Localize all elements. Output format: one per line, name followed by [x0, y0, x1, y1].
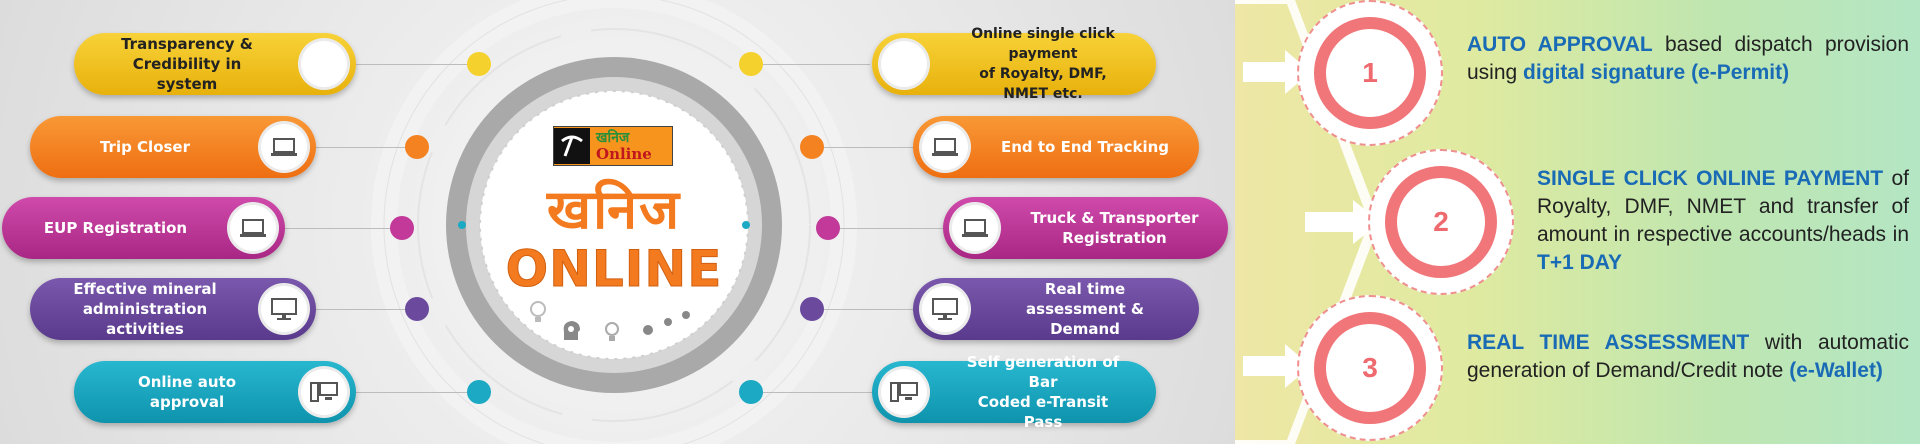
bracket-arrows — [1235, 0, 1381, 444]
key-features-panel: 1 2 3 AUTO APPROVAL based dispatch provi… — [1235, 0, 1920, 444]
lightbulb-icon — [605, 322, 619, 341]
step-text: with automatic generation of Demand/Cred… — [1467, 331, 1909, 382]
feature-label: Online auto approval — [137, 373, 237, 411]
computer-icon — [298, 366, 350, 418]
pickaxe-icon — [554, 128, 590, 164]
monitor-icon — [919, 283, 971, 335]
step-highlight: REAL TIME ASSESSMENT — [1467, 331, 1750, 354]
logo-text-hindi: खनिज — [596, 130, 630, 146]
laptop-icon — [949, 202, 1001, 254]
feature-truck-transporter-registration: Truck & Transporter Registration — [943, 197, 1228, 259]
step-3-description: REAL TIME ASSESSMENT with automatic gene… — [1467, 329, 1909, 385]
feature-label: End to End Tracking — [1001, 138, 1169, 156]
connector-dot — [739, 52, 763, 76]
connector-dot — [739, 380, 763, 404]
main-title-hindi: खनिज — [546, 178, 682, 241]
feature-label: Real time assessment & Demand — [1026, 280, 1144, 338]
infographic-panel: खनिज Online खनिज ONLINE Transparency & C… — [0, 0, 1235, 444]
feature-label: EUP Registration — [43, 219, 188, 237]
step-number-badge: 1 — [1297, 0, 1443, 146]
feature-label: Trip Closer — [99, 138, 191, 156]
step-number: 1 — [1314, 17, 1426, 129]
bulb-icon — [530, 301, 546, 322]
logo-text-online: Online — [596, 145, 652, 163]
step-highlight: AUTO APPROVAL — [1467, 33, 1653, 56]
laptop-icon — [258, 121, 310, 173]
feature-online-auto-approval: Online auto approval — [74, 361, 356, 423]
feature-label: Self generation of Bar Coded e-Transit P… — [966, 353, 1120, 431]
feature-label: Transparency & Credibility in system — [121, 35, 253, 93]
step-highlight: digital signature (e-Permit) — [1523, 61, 1790, 84]
step-number-badge: 2 — [1368, 149, 1514, 295]
monitor-icon — [258, 283, 310, 335]
step-highlight: (e-Wallet) — [1789, 359, 1883, 382]
laptop-icon — [227, 202, 279, 254]
step-number: 2 — [1385, 166, 1497, 278]
connector-dot — [390, 216, 414, 240]
feature-transparency: Transparency & Credibility in system — [74, 33, 356, 95]
feature-mineral-administration: Effective mineral administration activit… — [30, 278, 316, 340]
step-highlight: SINGLE CLICK ONLINE PAYMENT — [1537, 167, 1884, 190]
feature-eup-registration: EUP Registration — [2, 197, 285, 259]
computer-icon — [878, 366, 930, 418]
blank-circle-icon — [878, 38, 930, 90]
feature-end-to-end-tracking: End to End Tracking — [913, 116, 1199, 178]
feature-trip-closer: Trip Closer — [30, 116, 316, 178]
connector-dot — [467, 380, 491, 404]
step-highlight: T+1 DAY — [1537, 251, 1623, 274]
main-title-online: ONLINE — [505, 240, 723, 299]
step-1-description: AUTO APPROVAL based dispatch provision u… — [1467, 31, 1909, 87]
connector-dot — [800, 135, 824, 159]
feature-label: Effective mineral administration activit… — [73, 280, 217, 338]
step-number: 3 — [1314, 312, 1426, 424]
step-2-description: SINGLE CLICK ONLINE PAYMENT of Royalty, … — [1537, 165, 1909, 277]
feature-etransit-pass: Self generation of Bar Coded e-Transit P… — [872, 353, 1156, 431]
connector-dot — [405, 135, 429, 159]
step-number-badge: 3 — [1297, 295, 1443, 441]
feature-label: Online single click payment of Royalty, … — [971, 26, 1115, 102]
connector-dot — [816, 216, 840, 240]
connector-dot — [467, 52, 491, 76]
feature-online-payment: Online single click payment of Royalty, … — [872, 26, 1156, 102]
logo-badge: खनिज Online — [553, 126, 673, 166]
step-text: of Royalty, DMF, NMET and transfer of am… — [1537, 167, 1909, 246]
feature-real-time-assessment: Real time assessment & Demand — [913, 278, 1199, 340]
feature-label: Truck & Transporter Registration — [1030, 209, 1199, 247]
connector-dot — [800, 297, 824, 321]
step-text: based dispatch provision using — [1467, 33, 1910, 84]
laptop-icon — [919, 121, 971, 173]
head-gears-icon — [563, 321, 580, 340]
blank-circle-icon — [298, 38, 350, 90]
connector-dot — [405, 297, 429, 321]
